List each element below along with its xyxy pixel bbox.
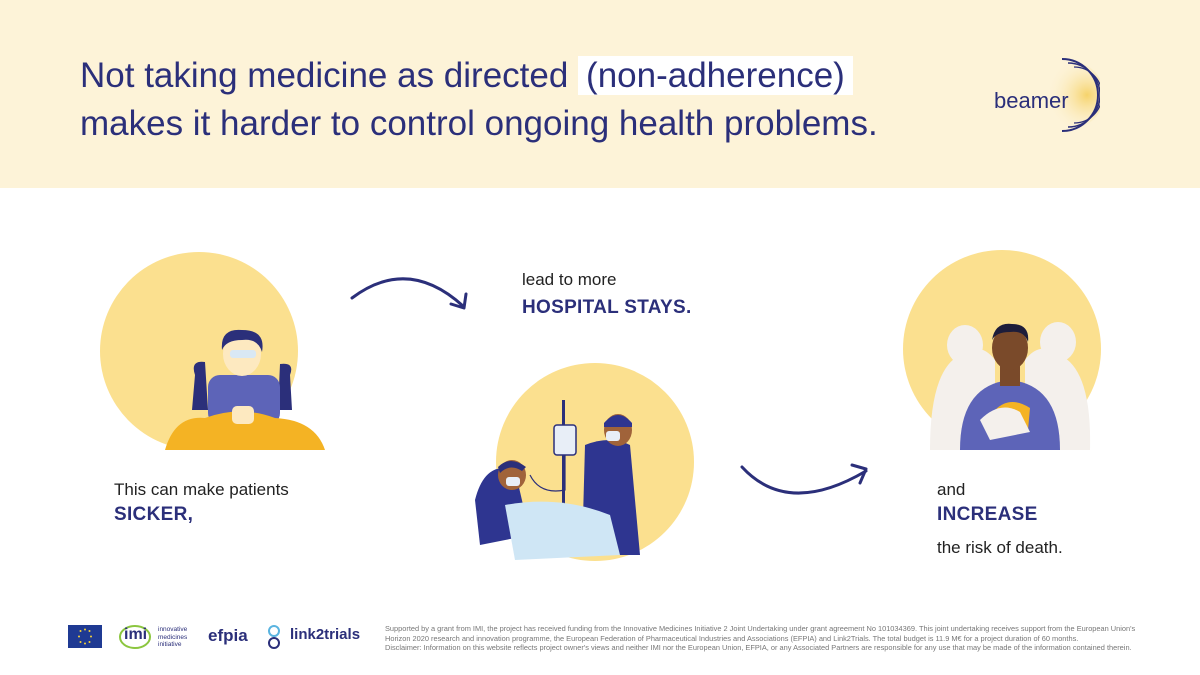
hospital-intro: lead to more bbox=[522, 270, 617, 289]
funding-statement: Supported by a grant from IMI, the proje… bbox=[385, 624, 1145, 653]
death-outro: the risk of death. bbox=[937, 538, 1063, 557]
headline-part1: Not taking medicine as directed bbox=[80, 56, 579, 95]
arrow-curve-icon bbox=[350, 277, 468, 310]
death-intro: and bbox=[937, 480, 966, 499]
headline-highlight: (non-adherence) bbox=[578, 56, 853, 95]
beamer-logo-icon bbox=[1036, 58, 1100, 132]
grieving-person-illustration bbox=[930, 322, 1091, 450]
beamer-logo-text: beamer bbox=[994, 88, 1069, 113]
headline-part2: makes it harder to control ongoing healt… bbox=[80, 104, 878, 143]
sicker-intro: This can make patients bbox=[114, 480, 289, 499]
arrow-curve-icon-2 bbox=[740, 463, 868, 495]
link2trials-logo-icon bbox=[268, 625, 280, 649]
page-title: Not taking medicine as directed (non-adh… bbox=[80, 52, 878, 148]
header-banner: Not taking medicine as directed (non-adh… bbox=[0, 0, 1200, 188]
sick-patient-illustration bbox=[165, 329, 325, 450]
death-emphasis: INCREASE bbox=[937, 504, 1038, 525]
link2trials-logo-text: link2trials bbox=[290, 626, 361, 643]
hospital-stay-illustration bbox=[475, 400, 640, 560]
imi-logo-subtext: innovative medicines initiative bbox=[158, 626, 188, 648]
imi-logo-icon bbox=[119, 625, 151, 649]
efpia-logo-text: efpia bbox=[208, 626, 248, 645]
hospital-emphasis: HOSPITAL STAYS. bbox=[522, 297, 692, 318]
disclaimer-text: Disclaimer: Information on this website … bbox=[385, 643, 1132, 653]
sicker-emphasis: SICKER, bbox=[114, 504, 194, 525]
eu-flag-icon bbox=[68, 625, 102, 648]
imi-logo-text: imi bbox=[124, 626, 148, 643]
support-text: Supported by a grant from IMI, the proje… bbox=[385, 624, 1136, 643]
